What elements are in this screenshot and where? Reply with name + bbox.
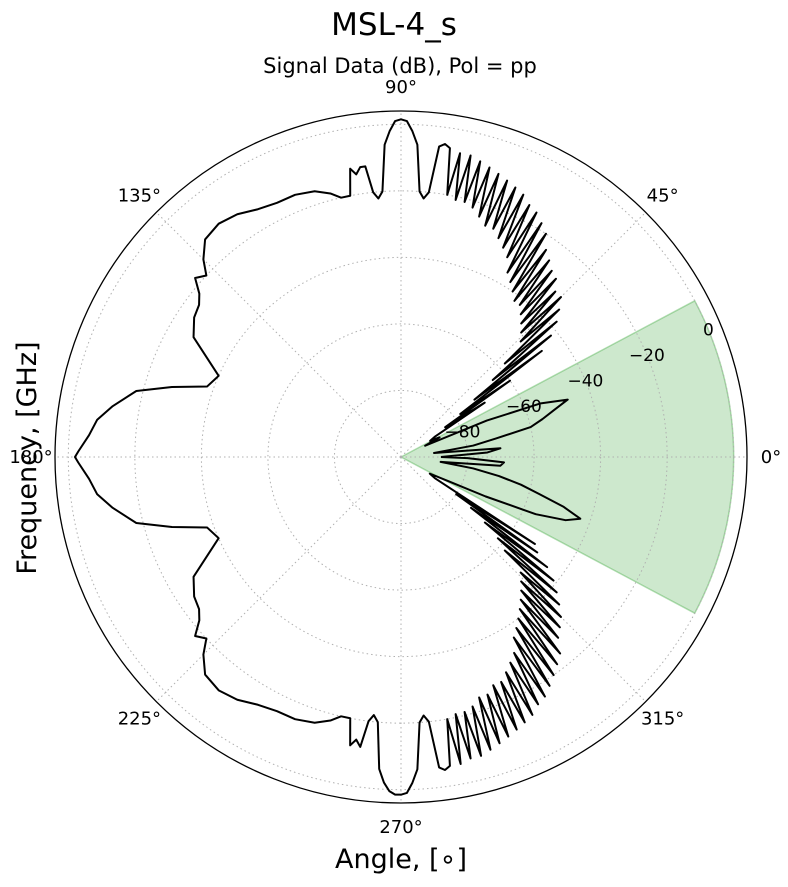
x-axis-label: Angle, [∘] bbox=[335, 844, 467, 875]
radial-tick-label: −80 bbox=[445, 423, 481, 443]
y-axis-label: Frequency, [GHz] bbox=[12, 341, 43, 574]
polar-grid bbox=[55, 111, 747, 803]
highlight-sector bbox=[399, 299, 735, 615]
radial-gridline bbox=[267, 323, 535, 591]
angle-tick-label: 315° bbox=[641, 709, 684, 730]
series-layer bbox=[73, 118, 582, 796]
radial-gridline bbox=[200, 256, 602, 658]
angle-tick-label: 225° bbox=[118, 709, 161, 730]
angular-gridline bbox=[400, 456, 647, 703]
radial-gridline bbox=[67, 123, 735, 791]
chart-title: MSL-4_s bbox=[331, 7, 457, 43]
angle-tick-label: 270° bbox=[379, 817, 422, 838]
angle-tick-label: 180° bbox=[9, 447, 52, 468]
highlight-sector-layer bbox=[399, 299, 735, 615]
radial-tick-label: −40 bbox=[567, 372, 603, 392]
angle-tick-label: 90° bbox=[385, 77, 417, 98]
radial-gridline bbox=[333, 389, 469, 525]
angular-gridline bbox=[400, 211, 647, 458]
chart-subtitle: Signal Data (dB), Pol = pp bbox=[263, 54, 537, 78]
angle-tick-label: 135° bbox=[118, 185, 161, 206]
angular-gridline bbox=[155, 211, 402, 458]
series-line bbox=[73, 118, 582, 796]
angular-gridline bbox=[155, 456, 402, 703]
angle-tick-label: 0° bbox=[761, 447, 781, 468]
tick-labels: 0° 45° 90° 135° 180° 225° 270° 315° −80 −60 −40 −20… bbox=[9, 77, 781, 838]
radial-tick-label: −60 bbox=[506, 397, 542, 417]
polar-outer-ring bbox=[54, 110, 748, 804]
polar-frame bbox=[54, 110, 748, 804]
radial-tick-label: −20 bbox=[629, 346, 665, 366]
radial-tick-label: 0 bbox=[703, 321, 714, 341]
angle-tick-label: 45° bbox=[647, 185, 679, 206]
